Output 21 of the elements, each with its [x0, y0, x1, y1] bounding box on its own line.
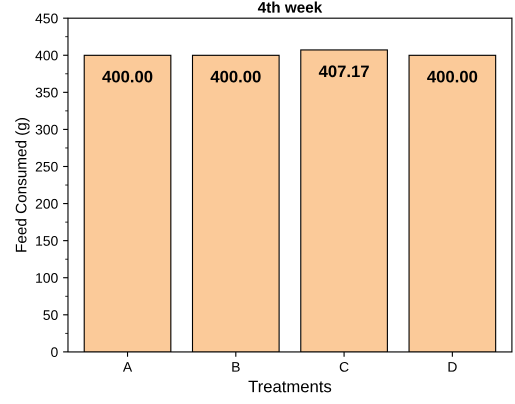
- data-label: 400.00: [427, 70, 478, 83]
- y-tick-label: 400: [35, 50, 58, 60]
- y-tick-label: 250: [36, 162, 58, 172]
- y-tick-label: 150: [36, 236, 58, 246]
- chart-title: 4th week: [258, 2, 322, 13]
- y-tick-label: 50: [43, 310, 58, 320]
- y-tick-label: 300: [36, 124, 58, 135]
- x-tick-label: D: [448, 362, 457, 372]
- y-tick-label: 100: [36, 273, 58, 283]
- x-tick-label: A: [122, 362, 132, 372]
- x-axis-title: Treatments: [248, 380, 332, 392]
- y-tick-label: 200: [36, 198, 58, 209]
- x-tick-label: C: [340, 362, 349, 372]
- y-tick-label: 0: [51, 347, 58, 358]
- data-label: 400.00: [102, 70, 152, 83]
- y-tick-label: 350: [36, 88, 58, 98]
- x-tick-label: B: [232, 362, 240, 372]
- y-tick-label: 450: [35, 14, 58, 24]
- data-label: 400.00: [210, 70, 261, 83]
- data-label: 407.17: [318, 65, 369, 78]
- y-axis-title: Feed Consumed (g): [15, 118, 30, 252]
